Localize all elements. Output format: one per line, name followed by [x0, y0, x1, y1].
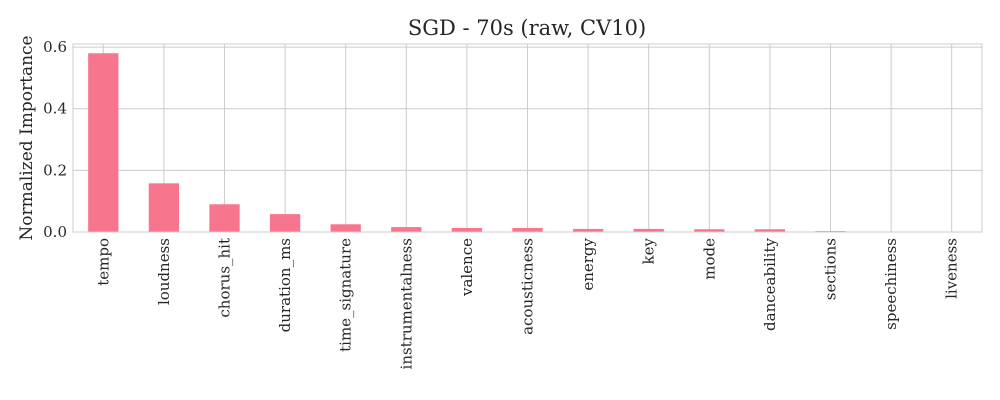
- y-axis-label: Normalized Importance: [17, 35, 37, 240]
- grid: [73, 44, 982, 233]
- bar-loudness: [148, 183, 180, 232]
- x-tick-label: liveness: [943, 238, 961, 299]
- bars: [88, 53, 907, 232]
- x-tick-label: sections: [822, 238, 840, 300]
- x-tick-label: time_signature: [337, 238, 355, 352]
- y-tick-label: 0.4: [43, 100, 67, 118]
- bar-danceability: [754, 229, 786, 232]
- x-tick-label: speechiness: [882, 238, 900, 330]
- y-tick-label: 0.6: [43, 38, 67, 56]
- x-tick-label: chorus_hit: [216, 238, 234, 318]
- bar-duration_ms: [269, 214, 301, 232]
- x-tick-label: energy: [579, 237, 597, 290]
- x-tick-label: instrumentalness: [397, 238, 415, 369]
- y-axis-ticks: 0.0 0.2 0.4 0.6: [43, 38, 67, 241]
- x-tick-label: duration_ms: [276, 238, 294, 332]
- x-tick-label: acousticness: [519, 238, 537, 335]
- x-tick-label: valence: [458, 238, 476, 297]
- bar-acousticness: [512, 227, 543, 232]
- bar-mode: [694, 229, 725, 232]
- plot-frame: [72, 43, 983, 233]
- bar-time_signature: [330, 224, 361, 232]
- x-tick-label: danceability: [761, 237, 779, 330]
- y-tick-label: 0.0: [43, 223, 67, 241]
- bar-instrumentalness: [391, 227, 422, 232]
- x-tick-label: mode: [700, 238, 718, 280]
- bar-tempo: [88, 53, 119, 232]
- bar-valence: [451, 227, 483, 232]
- chart-title: SGD - 70s (raw, CV10): [408, 16, 646, 40]
- x-tick-label: loudness: [155, 238, 173, 305]
- bar-key: [633, 228, 664, 232]
- x-tick-label: tempo: [94, 238, 112, 286]
- x-axis-ticks: tempo loudness chorus_hit duration_ms time_s…: [94, 237, 960, 369]
- bar-energy: [572, 228, 604, 232]
- y-tick-label: 0.2: [43, 161, 67, 179]
- x-tick-label: key: [640, 237, 658, 264]
- bar-chorus_hit: [209, 204, 240, 232]
